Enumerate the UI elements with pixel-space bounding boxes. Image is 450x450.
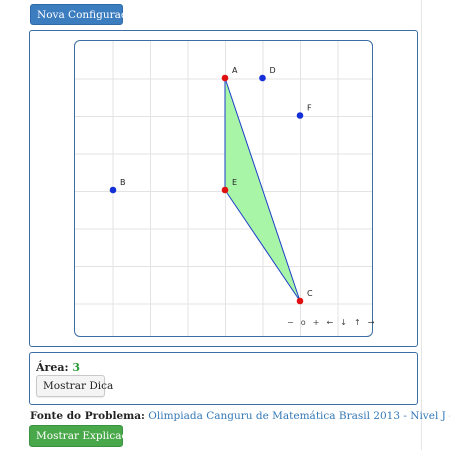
point-label-f: F bbox=[307, 104, 312, 113]
point-label-e: E bbox=[232, 178, 237, 187]
source-label: Fonte do Problema: bbox=[30, 410, 145, 422]
area-value: 3 bbox=[72, 361, 81, 374]
zoom-in-button[interactable]: + bbox=[312, 318, 320, 327]
point-b[interactable] bbox=[109, 186, 117, 194]
point-label-d: D bbox=[270, 66, 276, 75]
triangle-aec bbox=[224, 77, 301, 302]
point-c[interactable] bbox=[296, 297, 304, 305]
board-navigation: − o + ← ↓ ↑ → bbox=[287, 318, 378, 327]
source-link[interactable]: Olimpiada Canguru de Matemática Brasil 2… bbox=[148, 410, 450, 422]
pan-down-button[interactable]: ↓ bbox=[340, 318, 348, 327]
page-divider bbox=[421, 0, 422, 450]
point-f[interactable] bbox=[296, 112, 304, 119]
point-label-b: B bbox=[120, 178, 126, 187]
point-a[interactable] bbox=[221, 74, 229, 82]
new-configuration-button[interactable]: Nova Configuração bbox=[30, 4, 139, 25]
show-hint-button[interactable]: Mostrar Dica bbox=[36, 375, 113, 397]
point-label-c: C bbox=[307, 289, 313, 298]
show-explanation-button[interactable]: Mostrar Explicação bbox=[29, 425, 140, 447]
point-e[interactable] bbox=[221, 186, 229, 194]
problem-source: Fonte do Problema: Olimpiada Canguru de … bbox=[30, 410, 450, 422]
area-readout: Área: 3 bbox=[36, 361, 80, 374]
zoom-reset-button[interactable]: o bbox=[300, 318, 307, 327]
zoom-out-button[interactable]: − bbox=[287, 318, 295, 327]
area-label: Área: bbox=[36, 361, 69, 374]
pan-right-button[interactable]: → bbox=[367, 318, 375, 327]
point-d[interactable] bbox=[259, 74, 266, 82]
pan-left-button[interactable]: ← bbox=[326, 318, 334, 327]
point-label-a: A bbox=[232, 66, 238, 75]
geometry-canvas[interactable]: A D F B E C bbox=[75, 41, 373, 337]
geometry-board[interactable]: A D F B E C bbox=[74, 40, 373, 337]
pan-up-button[interactable]: ↑ bbox=[353, 318, 362, 327]
